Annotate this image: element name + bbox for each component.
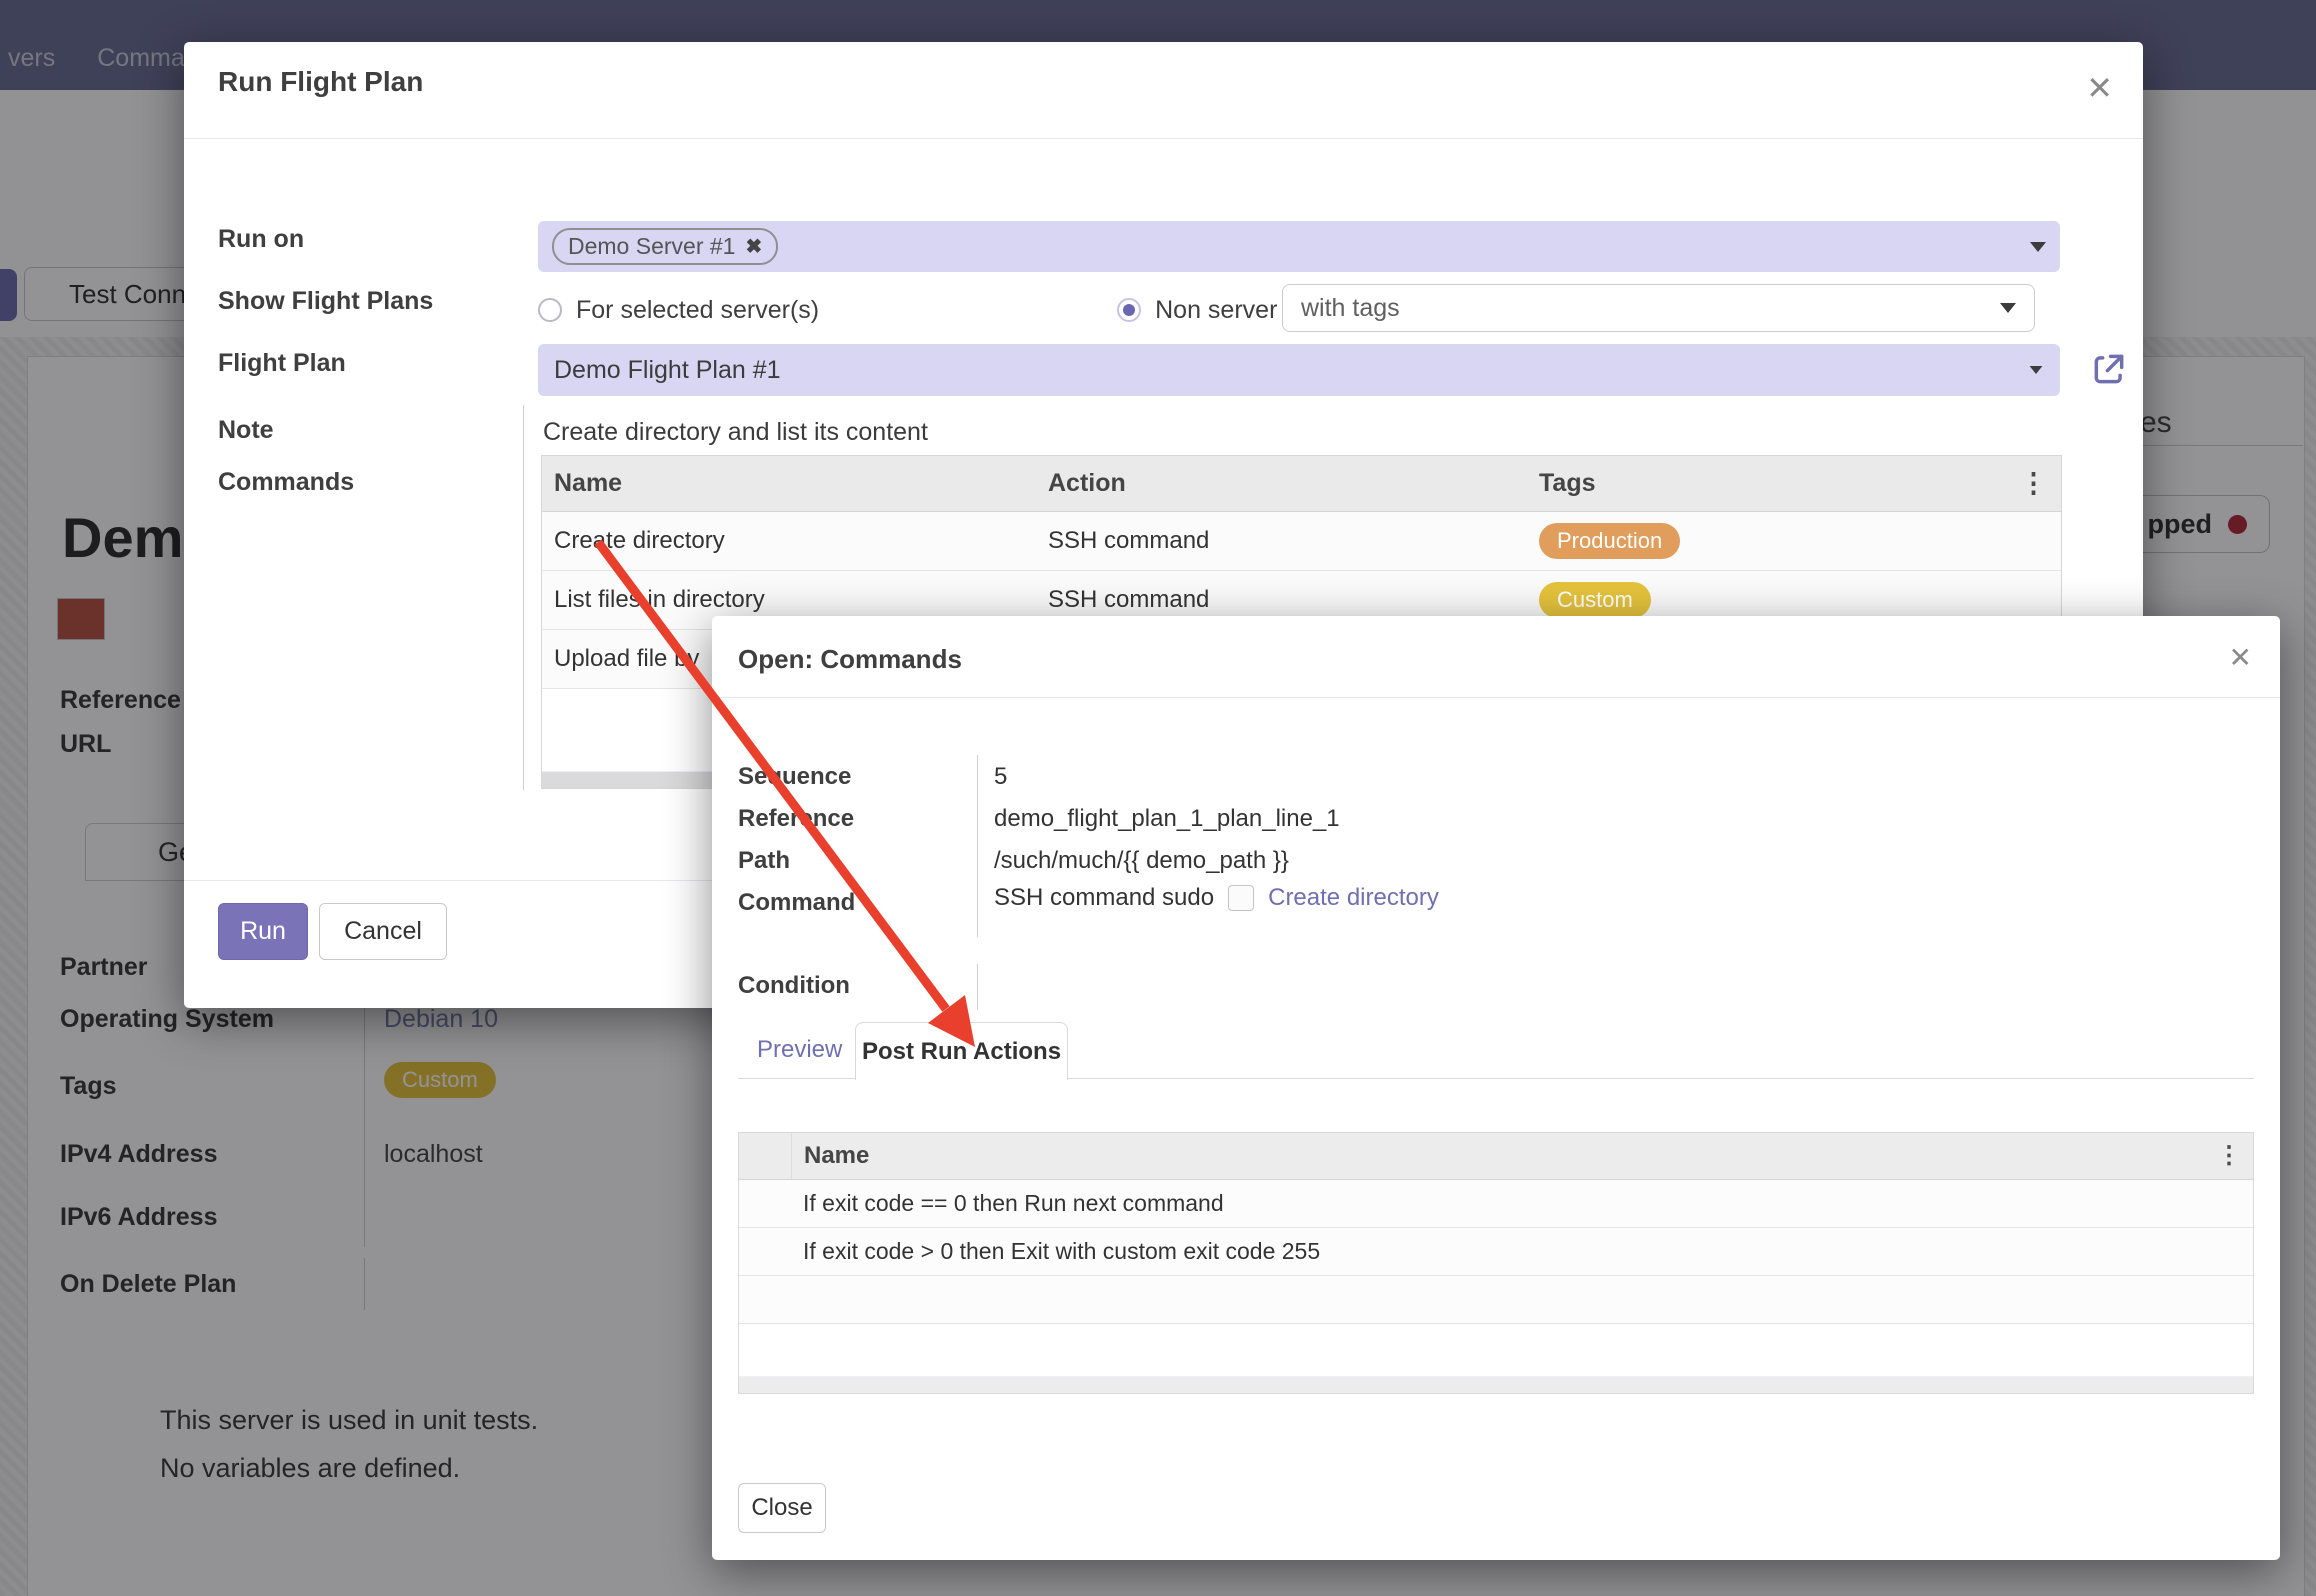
- col-tags[interactable]: Tags: [1539, 469, 1596, 497]
- post-run-table-header: Name ⋮: [739, 1133, 2253, 1180]
- header-divider: [184, 138, 2143, 139]
- with-tags-select[interactable]: with tags: [1282, 284, 2035, 332]
- table-options-icon[interactable]: ⋮: [2020, 468, 2047, 498]
- chip-remove-icon[interactable]: ✖: [745, 236, 763, 258]
- table-row[interactable]: Create directory SSH command Production: [542, 512, 2061, 571]
- reference-value: demo_flight_plan_1_plan_line_1: [994, 805, 1340, 832]
- chevron-down-icon: [2030, 241, 2046, 252]
- server-tag[interactable]: Custom: [384, 1062, 496, 1098]
- table-row[interactable]: If exit code > 0 then Exit with custom e…: [739, 1228, 2253, 1276]
- condition-divider: [977, 964, 978, 1010]
- fields-divider: [977, 755, 978, 937]
- external-link-icon: [2094, 354, 2124, 384]
- col-action[interactable]: Action: [1048, 469, 1126, 497]
- right-heading-fragment: es: [2140, 406, 2172, 439]
- primary-action-button-fragment[interactable]: [0, 269, 17, 321]
- modal-title: Run Flight Plan: [218, 66, 424, 97]
- chevron-down-icon: [2029, 366, 2043, 374]
- plan-description: Create directory and list its content: [543, 418, 928, 446]
- run-on-label: Run on: [218, 225, 305, 253]
- server-chip[interactable]: Demo Server #1 ✖: [552, 228, 779, 265]
- open-flight-plan-button[interactable]: [2090, 350, 2128, 393]
- variables-note: No variables are defined.: [160, 1453, 461, 1483]
- tags-label: Tags: [60, 1072, 117, 1100]
- table-scrollbar[interactable]: [739, 1376, 2253, 1393]
- unit-test-note: This server is used in unit tests.: [160, 1405, 539, 1435]
- row-tag-pill: Production: [1539, 523, 1681, 559]
- with-tags-value: with tags: [1301, 293, 1400, 322]
- col-name[interactable]: Name: [804, 1142, 870, 1169]
- reference-label: Reference: [738, 805, 855, 832]
- server-chip-label: Demo Server #1: [568, 233, 736, 259]
- condition-label: Condition: [738, 972, 850, 999]
- table-gap: [739, 1324, 2253, 1376]
- run-button[interactable]: Run: [218, 903, 308, 960]
- run-on-select[interactable]: Demo Server #1 ✖: [538, 221, 2060, 272]
- post-run-action: If exit code > 0 then Exit with custom e…: [803, 1238, 1321, 1264]
- path-value: /such/much/{{ demo_path }}: [994, 847, 1289, 874]
- status-label-fragment: pped: [2147, 508, 2213, 539]
- path-label: Path: [738, 847, 791, 874]
- cell-action: SSH command: [1048, 586, 1210, 613]
- url-label: URL: [60, 730, 112, 758]
- tabs-baseline: [738, 1078, 2254, 1079]
- reference-label: Reference: [60, 686, 181, 714]
- sequence-label: Sequence: [738, 763, 852, 790]
- nav-item-servers[interactable]: vers: [8, 44, 56, 72]
- command-value: SSH command sudo: [994, 884, 1215, 911]
- row-tag-pill: Custom: [1539, 582, 1651, 618]
- operating-system-label: Operating System: [60, 1005, 274, 1033]
- open-commands-modal: Open: Commands ✕ Sequence 5 Reference de…: [712, 616, 2280, 1560]
- server-tag-pill[interactable]: Custom: [384, 1062, 496, 1098]
- cell-name: Create directory: [554, 527, 725, 554]
- command-checkbox[interactable]: [1228, 885, 1255, 911]
- flight-plan-value: Demo Flight Plan #1: [554, 355, 781, 384]
- cell-name: List files in directory: [554, 586, 765, 613]
- post-run-action: If exit code == 0 then Run next command: [803, 1190, 1224, 1216]
- tab-post-run-actions[interactable]: Post Run Actions: [855, 1022, 1068, 1080]
- table-options-icon[interactable]: ⋮: [2217, 1142, 2241, 1169]
- show-flight-plans-label: Show Flight Plans: [218, 287, 434, 315]
- operating-system-value[interactable]: Debian 10: [384, 1005, 498, 1033]
- on-delete-plan-label: On Delete Plan: [60, 1270, 237, 1298]
- command-link[interactable]: Create directory: [1268, 884, 1439, 911]
- col-name[interactable]: Name: [554, 469, 623, 497]
- field-divider: [364, 948, 365, 1247]
- color-swatch[interactable]: [57, 598, 105, 640]
- header-divider: [712, 697, 2280, 698]
- table-empty-row: [739, 1276, 2253, 1324]
- note-label: Note: [218, 416, 274, 444]
- close-button[interactable]: Close: [738, 1483, 826, 1533]
- flight-plan-select[interactable]: Demo Flight Plan #1: [538, 344, 2060, 396]
- cell-action: SSH command: [1048, 527, 1210, 554]
- partner-label: Partner: [60, 953, 148, 981]
- radio-non-restricted[interactable]: [1117, 298, 1142, 322]
- cancel-button[interactable]: Cancel: [319, 903, 447, 960]
- commands-label: Commands: [218, 468, 355, 496]
- commands-table-header: Name Action Tags ⋮: [542, 456, 2061, 512]
- flight-plan-label: Flight Plan: [218, 349, 346, 377]
- field-divider: [364, 1258, 365, 1310]
- chevron-down-icon: [2000, 303, 2016, 313]
- close-icon[interactable]: ✕: [2086, 70, 2113, 106]
- modal-title: Open: Commands: [738, 644, 962, 674]
- ipv6-label: IPv6 Address: [60, 1203, 218, 1231]
- radio-selected-servers-label[interactable]: For selected server(s): [576, 295, 820, 324]
- command-label: Command: [738, 889, 856, 916]
- status-stopped-dot: [2228, 514, 2247, 534]
- select-column[interactable]: [739, 1133, 792, 1179]
- radio-selected-servers[interactable]: [538, 298, 562, 322]
- commands-field-divider: [523, 405, 524, 790]
- command-value-row: SSH command sudo Create directory: [994, 884, 1439, 912]
- table-row[interactable]: If exit code == 0 then Run next command: [739, 1180, 2253, 1228]
- close-icon[interactable]: ✕: [2228, 642, 2252, 673]
- ipv4-value: localhost: [384, 1140, 483, 1168]
- server-scope-radios: For selected server(s) Non server restri…: [538, 292, 1387, 328]
- sequence-value: 5: [994, 763, 1008, 790]
- tab-preview[interactable]: Preview: [757, 1036, 843, 1063]
- right-divider: [2040, 445, 2303, 446]
- post-run-actions-table: Name ⋮ If exit code == 0 then Run next c…: [738, 1132, 2254, 1394]
- ipv4-label: IPv4 Address: [60, 1140, 218, 1168]
